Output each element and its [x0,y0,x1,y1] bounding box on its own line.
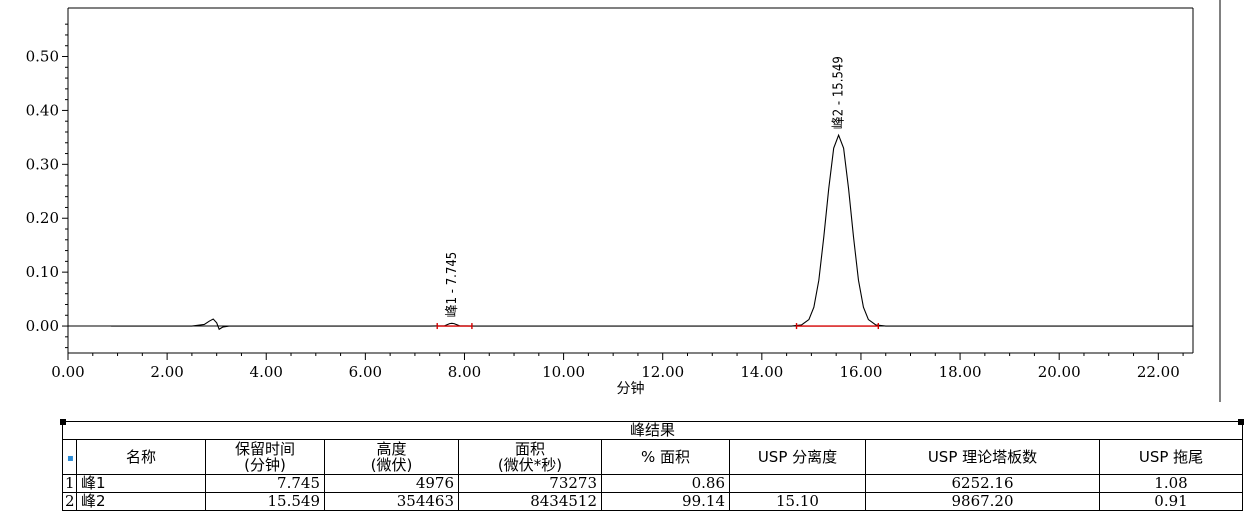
axes: 0.00 0.10 0.20 0.30 0.40 0.50 0.00 2.00 4.00 6.00… [26,0,1221,402]
series-layer [68,133,1193,331]
chromatogram-chart: 0.00 0.10 0.20 0.30 0.40 0.50 0.00 2.00 4.00 6.00… [26,0,1221,402]
y-tick-label: 0.20 [26,209,59,227]
table-header-row: ▪ 名称 保留时间 (分钟) 高度 (微伏) 面积 (微伏*秒)% 面积 USP 分离度 USP … [62,439,1244,475]
table-corner-marker [1238,419,1244,425]
y-tick-label: 0.30 [26,155,59,173]
column-header: USP 拖尾 [1098,439,1244,475]
x-tick-label: 14.00 [740,363,783,381]
cell-plates: 6252.16 [865,474,1100,493]
cell-tailing: 0.91 [1098,492,1244,511]
x-tick-label: 8.00 [448,363,481,381]
chromatogram-trace [111,133,1193,331]
y-tick-label: 0.10 [26,263,59,281]
cell-height: 354463 [324,492,459,511]
cell-rt: 7.745 [205,474,325,493]
x-tick-label: 4.00 [250,363,283,381]
x-axis-title: 分钟 [617,380,645,397]
column-header: 名称 [76,439,206,475]
x-tick-label: 0.00 [51,363,84,381]
select-all-icon[interactable]: ▪ [67,452,74,464]
x-tick-label: 16.00 [839,363,882,381]
cell-tailing: 1.08 [1098,474,1244,493]
column-header: USP 分离度 [729,439,866,475]
x-tick-label: 12.00 [641,363,684,381]
x-tick-label: 22.00 [1137,363,1180,381]
table-title: 峰结果 [61,421,1244,440]
y-tick-label: 0.40 [26,101,59,119]
cell-rt: 15.549 [205,492,325,511]
column-header: 高度 (微伏) [324,439,459,475]
peak-results-table: 峰结果 ▪ 名称 保留时间 (分钟) 高度 (微伏) 面积 (微伏*秒)% 面积 USP 分离度… [60,419,1244,511]
cell-index: 1 [62,474,77,493]
peak-label: 峰1 - 7.745 [445,252,460,318]
peak-layer: 峰1 - 7.745 峰2 - 15.549 [436,56,879,330]
cell-resolution: 15.10 [729,492,866,511]
x-tick-label: 6.00 [349,363,382,381]
x-tick-label: 10.00 [542,363,585,381]
table-row[interactable]: 2 峰2 15.549 354463 8434512 99.14 15.10 9867.20 0… [62,492,1244,511]
cell-height: 4976 [324,474,459,493]
column-header: 面积 (微伏*秒) [458,439,602,475]
cell-name: 峰2 [76,492,206,511]
cell-name: 峰1 [76,474,206,493]
peak-label: 峰2 - 15.549 [832,56,847,129]
cell-area: 73273 [458,474,602,493]
cell-resolution [729,474,866,493]
column-header: 保留时间 (分钟) [205,439,325,475]
cell-index: 2 [62,492,77,511]
x-tick-label: 20.00 [1038,363,1081,381]
table-corner-marker [60,419,66,425]
cell-pct-area: 0.86 [601,474,730,493]
y-tick-label: 0.00 [26,317,59,335]
column-header: % 面积 [601,439,730,475]
cell-area: 8434512 [458,492,602,511]
row-selector-header[interactable]: ▪ [62,439,77,475]
cell-plates: 9867.20 [865,492,1100,511]
x-tick-label: 2.00 [150,363,183,381]
cell-pct-area: 99.14 [601,492,730,511]
x-tick-label: 18.00 [939,363,982,381]
y-tick-label: 0.50 [26,48,59,66]
table-row[interactable]: 1 峰1 7.745 4976 73273 0.86 6252.16 1.08 [62,474,1244,493]
column-header: USP 理论塔板数 [865,439,1100,475]
